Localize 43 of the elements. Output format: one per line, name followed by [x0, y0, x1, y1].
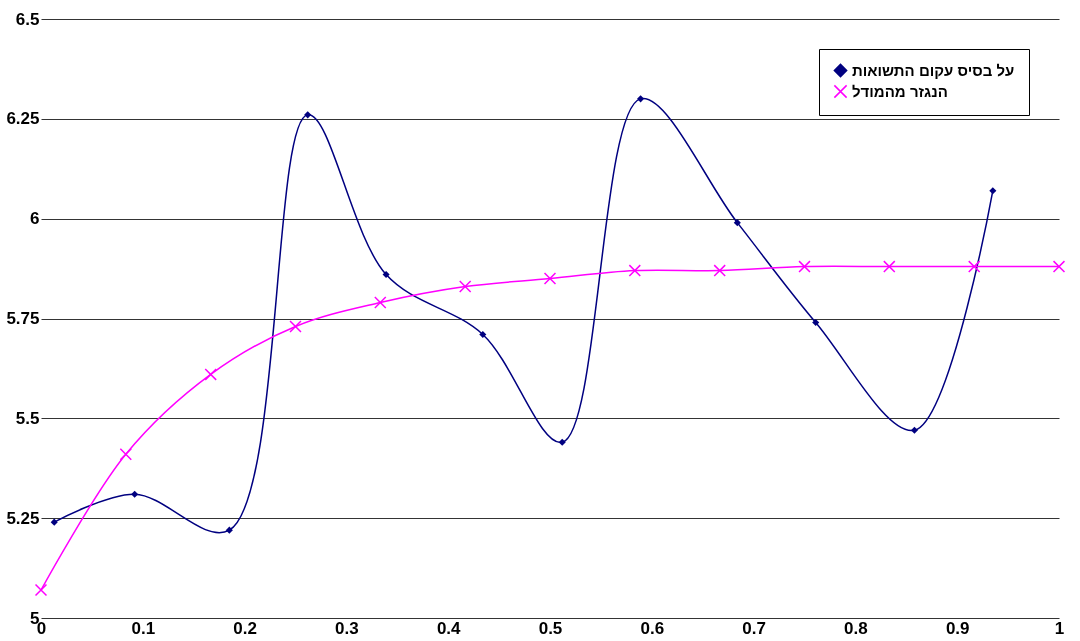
point [989, 187, 997, 195]
y-tick-label: 5.5 [15, 408, 40, 428]
point [382, 271, 390, 279]
point [883, 260, 896, 273]
y-tick-label: 6.25 [6, 109, 40, 129]
x-tick-label: 0.7 [742, 618, 766, 638]
point [910, 426, 918, 434]
x-tick-label: 0.9 [945, 618, 970, 638]
point [713, 264, 726, 277]
point [733, 219, 741, 227]
point [119, 448, 133, 461]
x-tick-label: 0.2 [233, 618, 257, 638]
legend-label: הנגזר מהמודל [852, 82, 948, 100]
point [225, 526, 233, 534]
point [304, 111, 312, 119]
y-tick-label: 6.5 [15, 9, 40, 29]
point [1052, 260, 1066, 273]
y-tick-label: 5.75 [6, 309, 40, 328]
x-tick-label: 0.4 [436, 618, 462, 638]
point [812, 318, 820, 327]
point [289, 320, 302, 333]
point [543, 272, 557, 285]
point [798, 260, 811, 273]
point [204, 368, 217, 381]
x-tick-label: 0.8 [844, 618, 868, 638]
point [628, 264, 642, 277]
x-tick-label: 0.3 [335, 618, 359, 638]
point [967, 260, 981, 273]
x-tick-label: 1 [1054, 618, 1065, 638]
point [637, 95, 645, 103]
y-tick-label: 5.25 [6, 508, 40, 528]
y-tick-label: 6 [30, 209, 40, 229]
point [374, 296, 387, 309]
point [479, 330, 487, 339]
point [34, 583, 48, 597]
point [458, 280, 472, 293]
x-tick-label: 0.5 [538, 618, 563, 638]
x-tick-label: 0.6 [640, 618, 665, 638]
point [131, 490, 139, 498]
legend-label: על בסיס עקום התשואות [852, 61, 1015, 79]
x-tick-label: 0.1 [131, 618, 156, 638]
point [558, 438, 566, 446]
point [50, 518, 58, 526]
